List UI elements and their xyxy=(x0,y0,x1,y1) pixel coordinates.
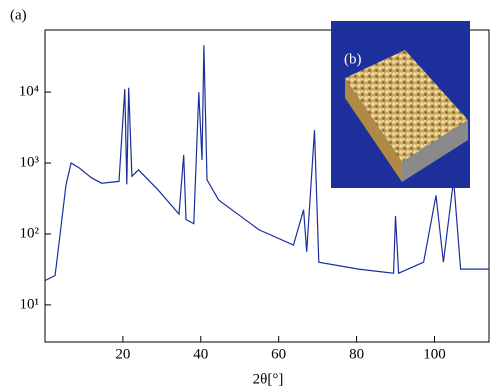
x-axis-title: 2θ[°] xyxy=(253,371,284,387)
y-tick-label: 10² xyxy=(20,225,40,241)
y-tick-label: 10³ xyxy=(20,154,40,170)
x-tick-label: 60 xyxy=(271,346,286,362)
y-tick-label: 10¹ xyxy=(20,296,40,312)
x-tick-label: 100 xyxy=(423,346,446,362)
y-tick-label: 10⁴ xyxy=(19,84,39,100)
page: (a) 2θ[°] (b) 10¹10²10³10⁴20406080100 ((… xyxy=(0,0,490,392)
panel-label: (a) xyxy=(10,7,27,23)
x-tick-label: 20 xyxy=(115,346,130,362)
chart: (a) 2θ[°] (b) 10¹ 10² 10³ 10⁴ 20 40 60 80 100 xyxy=(0,0,490,392)
inset-label: (b) xyxy=(344,51,362,67)
x-tick-label: 40 xyxy=(193,346,208,362)
x-tick-label: 80 xyxy=(349,346,364,362)
inset: (b) xyxy=(331,21,470,188)
